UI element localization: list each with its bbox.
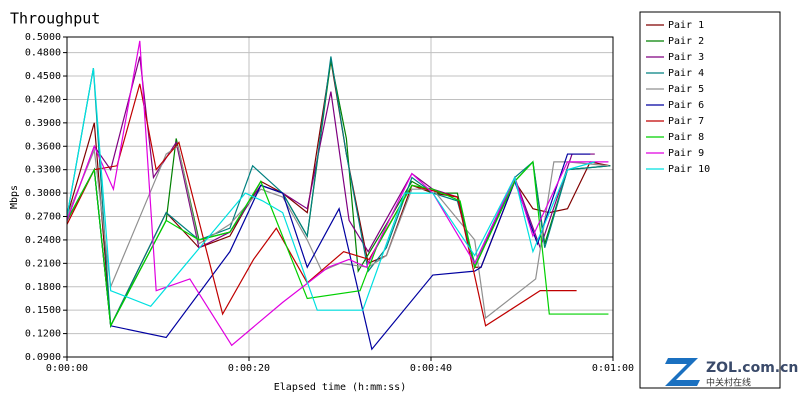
series-line <box>66 83 577 327</box>
y-tick-label: 0.2700 <box>25 212 61 223</box>
legend-box <box>639 11 781 389</box>
legend-label: Pair 2 <box>668 36 704 47</box>
y-tick-label: 0.3300 <box>25 165 61 176</box>
watermark-logo <box>665 358 700 386</box>
x-tick-label: 0:00:00 <box>46 363 88 374</box>
chart-title: Throughput <box>10 10 100 28</box>
series-line <box>66 68 595 311</box>
watermark-brand: ZOL.com.cn <box>706 360 798 376</box>
y-tick-label: 0.3900 <box>25 118 61 129</box>
y-tick-label: 0.4200 <box>25 94 61 105</box>
y-tick-label: 0.4800 <box>25 48 61 59</box>
y-tick-label: 0.0900 <box>25 352 61 363</box>
legend-label: Pair 1 <box>668 20 704 31</box>
legend-label: Pair 10 <box>668 164 710 175</box>
watermark-tagline: 中关村在线 <box>706 377 751 389</box>
watermark: ZOL.com.cn 中关村在线 <box>665 358 798 389</box>
legend-label: Pair 5 <box>668 84 704 95</box>
series-line <box>66 56 611 329</box>
legend-label: Pair 8 <box>668 132 704 143</box>
y-tick-label: 0.2100 <box>25 258 61 269</box>
legend-label: Pair 4 <box>668 68 704 79</box>
x-axis-label: Elapsed time (h:mm:ss) <box>274 382 406 393</box>
legend-label: Pair 9 <box>668 148 704 159</box>
y-tick-label: 0.3600 <box>25 141 61 152</box>
legend-label: Pair 7 <box>668 116 704 127</box>
y-tick-label: 0.1200 <box>25 329 61 340</box>
legend-label: Pair 3 <box>668 52 704 63</box>
y-tick-label: 0.1800 <box>25 282 61 293</box>
x-tick-label: 0:00:20 <box>228 363 270 374</box>
y-tick-label: 0.3000 <box>25 188 61 199</box>
legend-label: Pair 6 <box>668 100 704 111</box>
y-axis-label: Mbps <box>9 185 20 209</box>
plot-area <box>67 37 613 357</box>
series-line <box>66 40 609 347</box>
y-tick-label: 0.1500 <box>25 305 61 316</box>
y-tick-label: 0.5000 <box>25 32 61 43</box>
plot-frame <box>66 36 614 358</box>
y-tick-label: 0.4500 <box>25 71 61 82</box>
y-tick-label: 0.2400 <box>25 235 61 246</box>
x-tick-label: 0:01:00 <box>592 363 634 374</box>
x-tick-label: 0:00:40 <box>410 363 452 374</box>
